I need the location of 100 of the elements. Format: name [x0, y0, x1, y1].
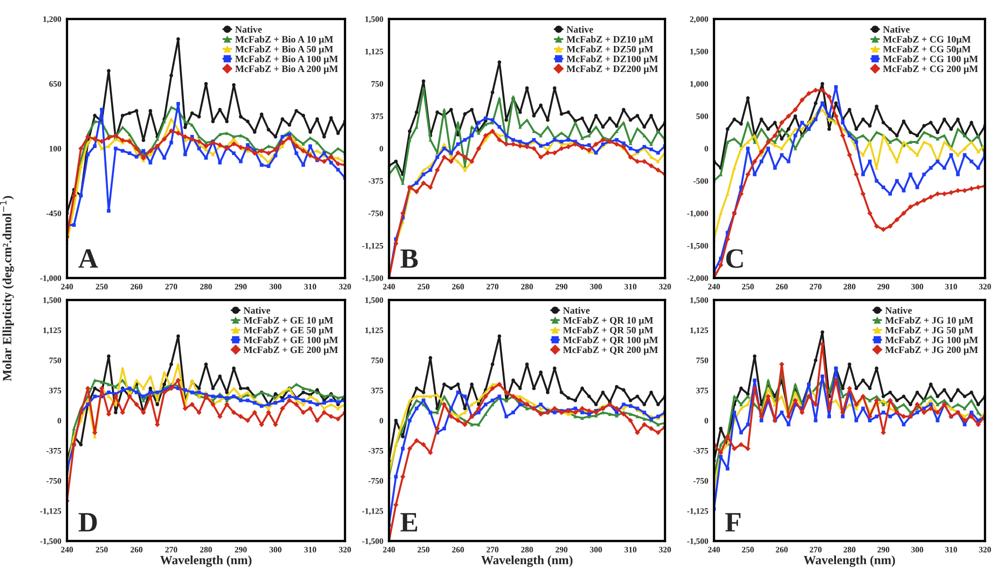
x-tick-label: 240	[383, 546, 395, 552]
y-tick-label: -1,125	[362, 508, 384, 516]
y-tick-label: 0	[380, 418, 384, 424]
x-tick-label: 310	[945, 284, 958, 290]
x-tick-label: 300	[911, 546, 924, 552]
y-tick-label: 1,500	[690, 48, 708, 56]
y-tick-label: -1,500	[40, 538, 62, 546]
y-tick-label: 1,500	[365, 16, 384, 24]
legend-label: McFabZ + JG 100 μM	[885, 336, 978, 346]
x-tick-label: 300	[911, 284, 924, 290]
legend-label: McFabZ + Bio A 200 μM	[235, 65, 338, 74]
y-tick-label: 375	[371, 388, 384, 394]
legend-label: McFabZ + GE 100 μM	[244, 336, 338, 346]
y-tick-label: 1,000	[690, 81, 708, 88]
x-tick-label: 290	[234, 546, 247, 552]
y-tick-label: 1,200	[43, 16, 62, 24]
y-tick-label: -1,500	[687, 242, 708, 250]
legend-label: Native	[563, 306, 590, 314]
y-tick-label: 1,125	[43, 328, 62, 334]
x-tick-label: 310	[624, 284, 636, 290]
x-tick-label: 320	[339, 284, 351, 290]
legend-label: McFabZ + GE 50 μM	[244, 326, 334, 336]
x-tick-label: 260	[130, 546, 142, 552]
x-axis-title: Wavelength (nm)	[804, 556, 895, 567]
x-tick-label: 280	[200, 284, 212, 290]
y-tick-label: -1,000	[40, 275, 62, 282]
y-tick-label: 0	[380, 146, 384, 152]
x-tick-label: 280	[521, 546, 533, 552]
x-tick-label: 310	[945, 546, 958, 552]
y-axis-title: Molar Ellipticity (deg.cm².dmol$^{−1}$)	[0, 196, 14, 382]
x-axis-title: Wavelength (nm)	[160, 556, 252, 567]
annotation: D	[78, 513, 97, 532]
y-tick-label: 1,125	[690, 328, 708, 334]
x-tick-label: 310	[624, 546, 636, 552]
x-tick-label: 280	[521, 284, 533, 290]
x-tick-label: 320	[979, 284, 991, 290]
x-tick-label: 250	[96, 546, 108, 552]
legend-label: Native	[235, 26, 262, 33]
legend-label: McFabZ + CG 100 μM	[883, 55, 978, 64]
x-tick-label: 240	[708, 284, 720, 290]
y-tick-label: -1,500	[362, 538, 384, 546]
y-tick-label: 1,500	[690, 297, 708, 304]
y-tick-label: -1,125	[687, 508, 708, 516]
x-tick-label: 300	[270, 284, 282, 290]
x-tick-label: 290	[877, 546, 890, 552]
x-tick-label: 260	[776, 284, 788, 290]
x-tick-label: 300	[270, 546, 282, 552]
y-tick-label: -2,000	[687, 275, 708, 282]
legend-label: McFabZ + JG 50 μM	[885, 326, 974, 336]
y-tick-label: 100	[50, 146, 62, 152]
x-tick-label: 250	[418, 546, 430, 552]
y-tick-label: -375	[46, 448, 62, 454]
y-tick-label: -375	[368, 178, 384, 184]
annotation: A	[78, 249, 98, 268]
x-axis-title: Wavelength (nm)	[481, 556, 572, 567]
y-tick-label: 1,125	[365, 328, 384, 334]
y-tick-label: 500	[696, 113, 708, 120]
y-tick-label: 375	[696, 388, 708, 394]
y-tick-label: -750	[46, 478, 62, 484]
x-tick-label: 250	[742, 546, 754, 552]
x-tick-label: 240	[61, 546, 73, 552]
legend-label: McFabZ + Bio A 100 μM	[235, 55, 338, 64]
x-tick-label: 320	[339, 546, 351, 552]
y-tick-label: 1,500	[365, 297, 384, 304]
x-tick-label: 300	[590, 546, 602, 552]
x-tick-label: 320	[659, 284, 671, 290]
annotation: C	[726, 249, 743, 268]
legend-label: McFabZ + QR 10 μM	[563, 316, 654, 326]
y-tick-label: 375	[49, 388, 62, 394]
x-tick-label: 260	[452, 284, 464, 290]
legend-label: McFabZ + QR 100 μM	[563, 336, 658, 346]
legend-label: McFabZ + CG 200 μM	[883, 65, 978, 74]
x-tick-label: 270	[486, 546, 498, 552]
y-tick-label: -750	[368, 210, 384, 216]
y-tick-label: -1,125	[40, 508, 62, 516]
y-tick-label: -500	[693, 178, 708, 184]
y-tick-label: 0	[58, 418, 62, 424]
x-tick-label: 320	[659, 546, 671, 552]
x-tick-label: 310	[304, 546, 316, 552]
y-tick-label: -1,500	[687, 538, 708, 546]
x-tick-label: 260	[452, 546, 464, 552]
x-tick-label: 290	[556, 284, 568, 290]
x-tick-label: 250	[742, 284, 754, 290]
x-tick-label: 290	[877, 284, 890, 290]
x-tick-label: 300	[590, 284, 602, 290]
x-tick-label: 320	[979, 546, 991, 552]
x-tick-label: 240	[383, 284, 395, 290]
legend-label: McFabZ + QR 50 μM	[563, 326, 654, 336]
y-tick-label: 650	[49, 81, 62, 87]
y-tick-label: 750	[371, 358, 384, 364]
legend-label: McFabZ + Bio A 50 μM	[235, 46, 334, 54]
x-tick-label: 270	[810, 546, 822, 552]
y-tick-label: 750	[696, 358, 708, 364]
y-tick-label: -750	[693, 478, 708, 484]
y-tick-label: -750	[368, 478, 384, 484]
x-tick-label: 270	[486, 284, 498, 290]
x-tick-label: 310	[304, 284, 316, 290]
legend-label: McFabZ + JG 200 μM	[885, 346, 978, 356]
x-tick-label: 270	[165, 284, 178, 290]
x-tick-label: 280	[200, 546, 212, 552]
